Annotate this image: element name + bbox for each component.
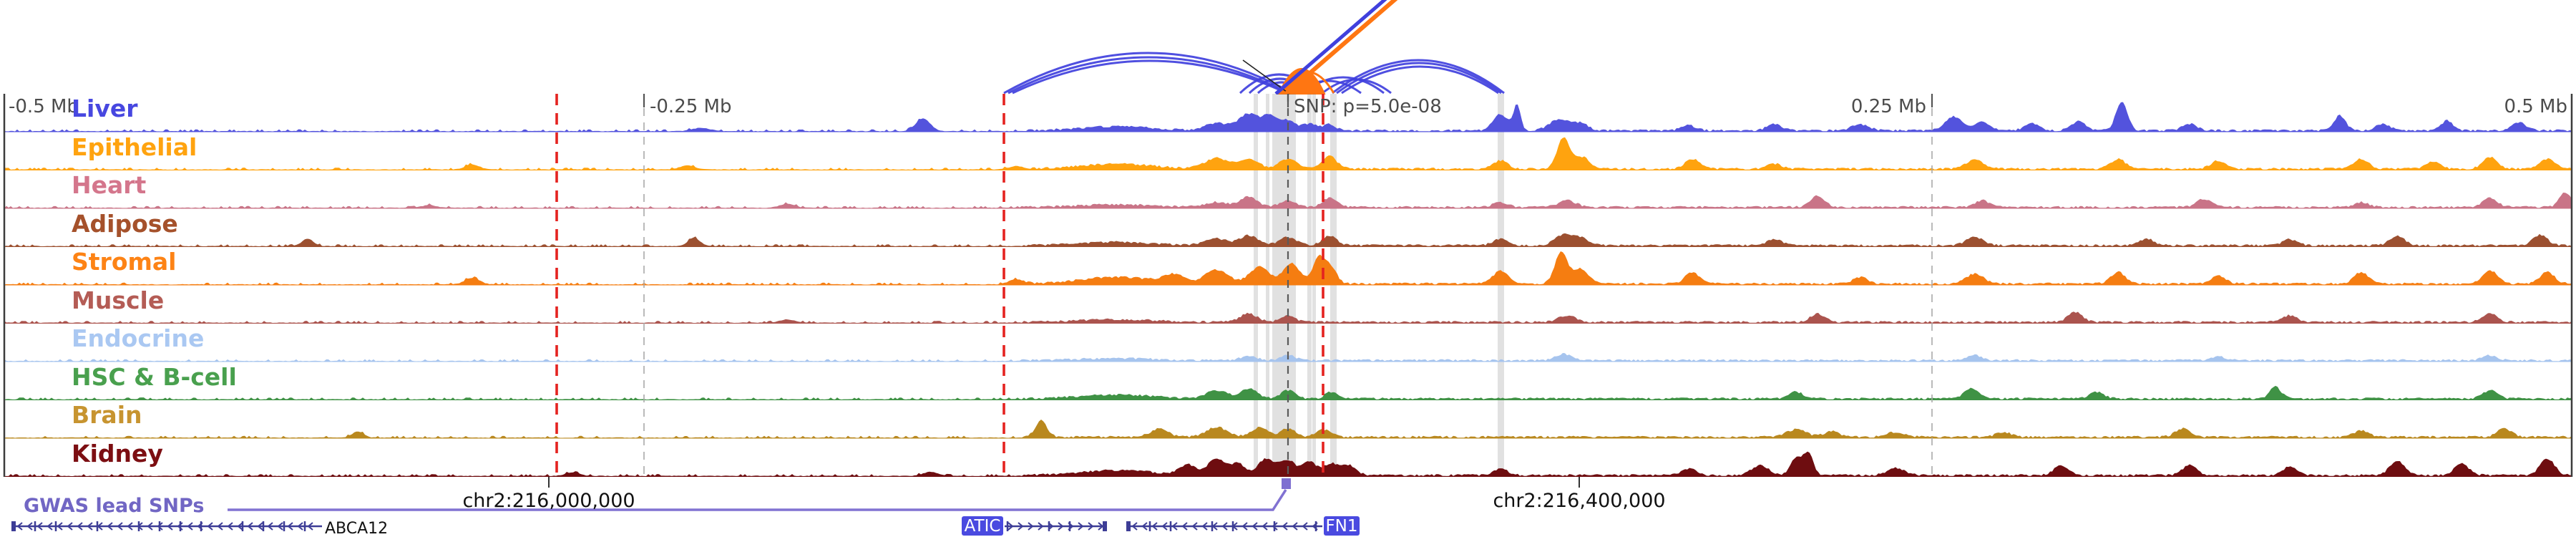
- track-label-brain: Brain: [72, 401, 142, 429]
- gwas-lead-snps-label: GWAS lead SNPs: [24, 495, 205, 517]
- signal-tracks-panel: [3, 94, 2573, 477]
- track-label-muscle: Muscle: [72, 286, 165, 314]
- coordinate-label-216000000: chr2:216,000,000: [462, 490, 635, 512]
- track-label-hsc-b-cell: HSC & B-cell: [72, 362, 237, 391]
- track-label-kidney: Kidney: [72, 439, 163, 468]
- track-label-liver: Liver: [72, 95, 138, 122]
- track-label-heart: Heart: [72, 171, 147, 199]
- track-label-stromal: Stromal: [72, 248, 177, 276]
- track-label-adipose: Adipose: [72, 209, 178, 238]
- gene-label-fn1: FN1: [1324, 516, 1360, 536]
- axis-tick-label-left-edge: -0.5 Mb: [9, 96, 79, 117]
- gene-label-abca12: ABCA12: [325, 520, 389, 537]
- track-label-epithelial: Epithelial: [72, 132, 197, 161]
- track-label-endocrine: Endocrine: [72, 324, 205, 352]
- interaction-arcs-panel: [1003, 0, 1505, 95]
- snp-pvalue-label: SNP: p=5.0e-08: [1294, 96, 1442, 117]
- coordinate-label-216400000: chr2:216,400,000: [1493, 490, 1666, 512]
- axis-tick-label-minus-quarter: -0.25 Mb: [650, 96, 732, 117]
- gene-and-snp-annotation-panel: [11, 477, 1580, 531]
- axis-tick-label-plus-quarter: 0.25 Mb: [1850, 96, 1926, 117]
- gene-label-atic: ATIC: [962, 516, 1003, 536]
- axis-tick-label-right-edge: 0.5 Mb: [2504, 96, 2567, 117]
